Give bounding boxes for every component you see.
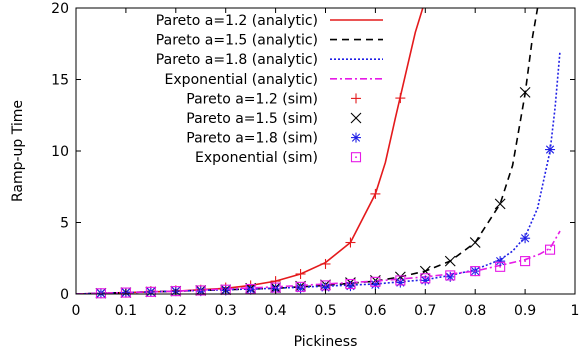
legend-label-pareto-a-1-5-sim: Pareto a=1.5 (sim): [186, 111, 318, 127]
point-pareto-a-1-8-sim: [420, 275, 431, 286]
x-tick-label: 0.3: [215, 303, 237, 319]
y-tick-label: 0: [60, 287, 69, 303]
y-tick-label: 10: [51, 144, 69, 160]
legend-swatch-exponential-sim: [350, 152, 362, 163]
x-ticks: 0 0.1 0.2 0.3 0.4 0.5 0.6 0.7 0.8 0.9 1: [72, 8, 580, 319]
point-pareto-a-1-8-sim: [495, 256, 506, 267]
point-exponential-sim: [145, 286, 156, 297]
point-exponential-sim: [520, 256, 531, 267]
legend-label-pareto-a-1-8-sim: Pareto a=1.8 (sim): [186, 131, 318, 147]
point-pareto-a-1-8-sim: [345, 281, 356, 292]
point-exponential-sim: [195, 285, 206, 296]
point-exponential-sim: [295, 281, 306, 292]
legend-label-exponential-sim: Exponential (sim): [195, 150, 318, 166]
legend-swatch-pareto-a-1-8-sim: [351, 132, 361, 143]
y-tick-label: 5: [60, 216, 69, 232]
point-pareto-a-1-5-sim: [519, 86, 531, 98]
legend-swatch-pareto-a-1-2-sim: [351, 93, 361, 104]
point-exponential-sim: [245, 283, 256, 295]
x-axis-title: Pickiness: [294, 334, 358, 350]
point-pareto-a-1-2-sim: [395, 93, 406, 104]
point-exponential-sim: [495, 261, 506, 272]
x-tick-label: 0.9: [514, 303, 536, 319]
x-tick-label: 0.2: [165, 303, 187, 319]
point-pareto-a-1-5-sim: [394, 271, 406, 283]
legend-label-pareto-a-1-5-analytic: Pareto a=1.5 (analytic): [156, 33, 318, 49]
x-tick-label: 0.8: [464, 303, 486, 319]
x-tick-label: 0: [72, 303, 81, 319]
point-exponential-sim: [470, 266, 481, 277]
legend-label-exponential-analytic: Exponential (analytic): [165, 72, 318, 88]
series-pareto-a-1-8-analytic: [76, 50, 561, 294]
point-exponential-sim: [544, 244, 556, 255]
point-pareto-a-1-5-sim: [444, 255, 456, 267]
point-pareto-a-1-5-sim: [494, 198, 506, 210]
legend-label-pareto-a-1-8-analytic: Pareto a=1.8 (analytic): [156, 52, 318, 68]
x-tick-label: 0.5: [314, 303, 336, 319]
point-exponential-sim: [395, 275, 406, 286]
y-tick-label: 15: [51, 73, 69, 89]
point-exponential-sim: [345, 278, 356, 290]
legend-label-pareto-a-1-2-analytic: Pareto a=1.2 (analytic): [156, 13, 318, 29]
y-tick-label: 20: [51, 1, 69, 17]
point-pareto-a-1-2-sim: [345, 237, 356, 248]
point-pareto-a-1-8-sim: [295, 283, 306, 294]
point-pareto-a-1-8-sim: [545, 144, 556, 155]
x-tick-label: 1: [571, 303, 580, 319]
x-tick-label: 0.4: [264, 303, 286, 319]
legend-swatch-pareto-a-1-5-sim: [350, 112, 362, 124]
y-ticks: 0 5 10 15 20: [51, 1, 575, 303]
legend: Pareto a=1.2 (analytic) Pareto a=1.5 (ana…: [156, 13, 383, 166]
point-pareto-a-1-5-sim: [419, 265, 431, 277]
point-exponential-sim: [370, 276, 381, 287]
x-tick-label: 0.1: [115, 303, 137, 319]
point-pareto-a-1-5-sim: [469, 237, 481, 248]
point-pareto-a-1-8-sim: [395, 277, 406, 288]
point-pareto-a-1-2-sim: [320, 258, 331, 269]
x-tick-label: 0.7: [414, 303, 436, 319]
point-pareto-a-1-2-sim: [295, 268, 306, 279]
point-exponential-sim: [445, 270, 456, 281]
x-tick-label: 0.6: [364, 303, 386, 319]
point-exponential-sim: [420, 273, 431, 284]
y-axis-title: Ramp-up Time: [10, 100, 26, 202]
point-pareto-a-1-2-sim: [370, 188, 381, 199]
point-pareto-a-1-8-sim: [520, 233, 531, 244]
legend-label-pareto-a-1-2-sim: Pareto a=1.2 (sim): [186, 91, 318, 107]
